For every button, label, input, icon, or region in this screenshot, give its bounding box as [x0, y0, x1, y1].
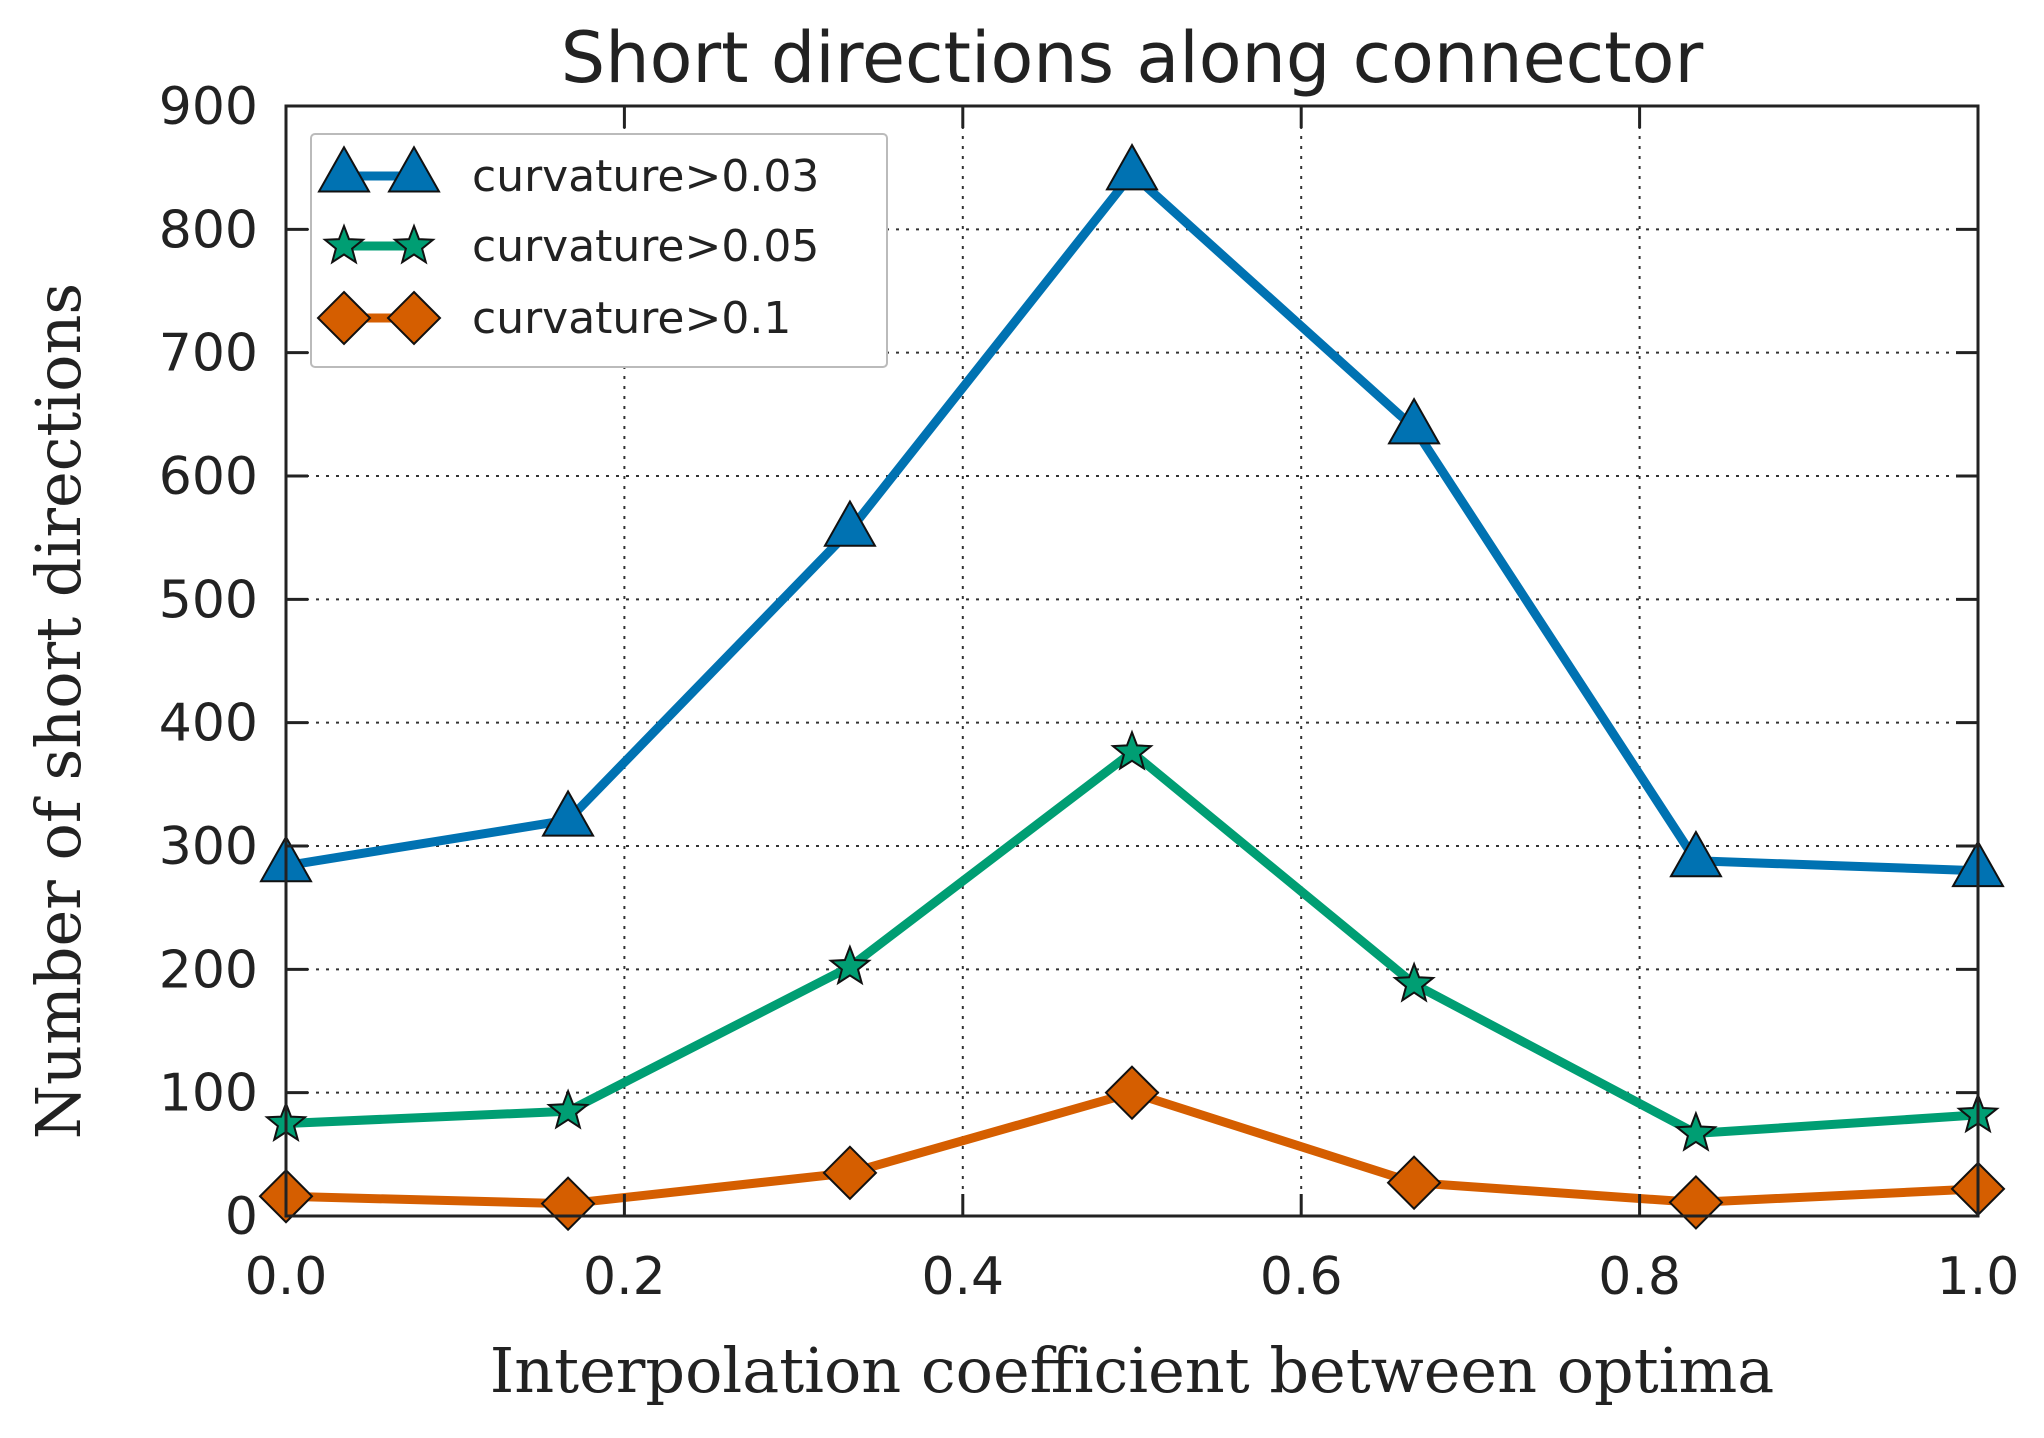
y-tick-label: 0: [225, 1187, 258, 1247]
legend-label: curvature>0.05: [472, 221, 819, 272]
data-point-triangle: [1669, 830, 1723, 878]
data-point-diamond: [1104, 1065, 1160, 1121]
data-point-star: [828, 944, 872, 986]
y-tick-labels: 0 100 200 300 400 500 600 700 800 900: [159, 77, 258, 1247]
legend-swatch-marker: [387, 145, 441, 193]
y-tick-label: 500: [159, 570, 258, 630]
legend-swatch-marker: [317, 145, 371, 193]
data-point-diamond: [822, 1145, 878, 1201]
data-point-triangle: [823, 499, 877, 547]
plot-frame: [284, 104, 1980, 1218]
data-point-triangle: [1105, 143, 1159, 191]
legend-swatch-marker: [386, 290, 442, 346]
data-point-star: [546, 1088, 590, 1130]
data-point-star: [1674, 1110, 1718, 1152]
data-point-diamond: [1668, 1175, 1724, 1230]
y-tick-label: 300: [159, 817, 258, 877]
legend-label: curvature>0.03: [472, 151, 819, 202]
y-tick-label: 100: [159, 1064, 258, 1124]
legend: curvature>0.03 curvature>0.05 curvature>0.…: [310, 133, 888, 368]
data-point-triangle: [1387, 397, 1441, 445]
legend-box: [310, 133, 888, 368]
data-point-triangle: [541, 789, 595, 837]
x-tick-label: 1.0: [1937, 1247, 2020, 1307]
data-point-diamond: [1386, 1155, 1442, 1211]
x-tick-label: 0.4: [921, 1247, 1004, 1307]
x-tick-label: 0.2: [583, 1247, 666, 1307]
y-tick-label: 900: [159, 77, 258, 137]
data-point-star: [1392, 961, 1436, 1003]
y-tick-label: 800: [159, 200, 258, 260]
chart-title: Short directions along connector: [561, 17, 1704, 99]
legend-swatch-marker: [392, 223, 436, 265]
y-tick-label: 700: [159, 324, 258, 384]
y-tick-label: 400: [159, 694, 258, 754]
x-axis-label: Interpolation coefficient between optima: [490, 1334, 1775, 1407]
x-tick-label: 0.6: [1260, 1247, 1343, 1307]
y-tick-label: 600: [159, 447, 258, 507]
data-point-star: [1110, 729, 1154, 771]
y-tick-label: 200: [159, 940, 258, 1000]
x-tick-label: 0.0: [245, 1247, 328, 1307]
x-tick-label: 0.8: [1598, 1247, 1681, 1307]
y-axis-label: Number of short directions: [22, 283, 95, 1139]
axis-ticks: [284, 104, 1980, 1218]
data-point-diamond: [540, 1176, 596, 1232]
legend-swatch-marker: [316, 290, 372, 346]
legend-label: curvature>0.1: [472, 293, 791, 344]
x-tick-labels: 0.0 0.2 0.4 0.6 0.8 1.0: [245, 1247, 2020, 1307]
legend-swatch-marker: [322, 223, 366, 265]
